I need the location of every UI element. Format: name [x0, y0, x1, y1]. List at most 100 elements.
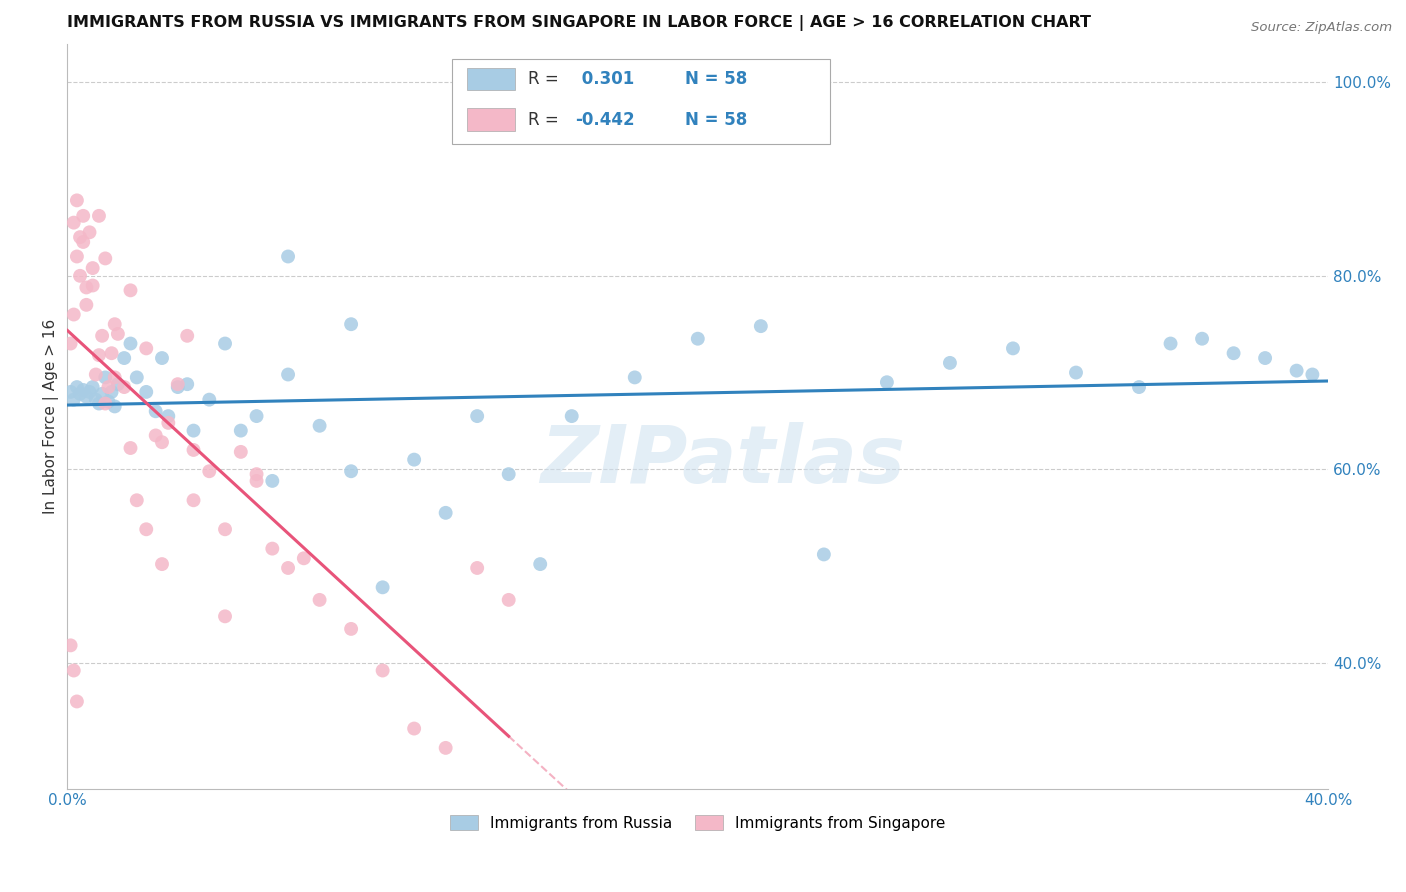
Text: R =: R = — [527, 111, 564, 128]
Point — [371, 664, 394, 678]
Point — [229, 445, 252, 459]
Point — [340, 464, 363, 478]
Point — [75, 280, 97, 294]
Point — [183, 424, 205, 438]
Point — [66, 194, 89, 208]
Legend: Immigrants from Russia, Immigrants from Singapore: Immigrants from Russia, Immigrants from … — [444, 808, 952, 837]
Point — [125, 493, 148, 508]
Point — [214, 336, 236, 351]
Text: 0.301: 0.301 — [575, 70, 634, 87]
Point — [465, 409, 488, 423]
Text: Source: ZipAtlas.com: Source: ZipAtlas.com — [1251, 21, 1392, 34]
Point — [104, 400, 127, 414]
Point — [112, 351, 135, 365]
Point — [66, 250, 89, 264]
Point — [125, 370, 148, 384]
Point — [66, 694, 89, 708]
Point — [308, 593, 330, 607]
Point — [91, 387, 114, 401]
Point — [157, 409, 180, 423]
Point — [59, 336, 82, 351]
Point — [135, 342, 157, 356]
Text: ZIPatlas: ZIPatlas — [540, 422, 905, 500]
Point — [229, 424, 252, 438]
Point — [100, 384, 122, 399]
Point — [145, 428, 167, 442]
Point — [107, 377, 129, 392]
Point — [277, 250, 299, 264]
Point — [120, 336, 142, 351]
Point — [84, 368, 107, 382]
Point — [82, 380, 104, 394]
Point — [529, 557, 551, 571]
Point — [62, 664, 84, 678]
Point — [1064, 366, 1087, 380]
Point — [62, 216, 84, 230]
Point — [87, 348, 110, 362]
Point — [100, 346, 122, 360]
Point — [72, 209, 94, 223]
Point — [176, 377, 198, 392]
Point — [112, 380, 135, 394]
Point — [97, 394, 120, 409]
Point — [876, 376, 898, 390]
Point — [277, 368, 299, 382]
Point — [72, 383, 94, 397]
Point — [120, 283, 142, 297]
Point — [62, 308, 84, 322]
Y-axis label: In Labor Force | Age > 16: In Labor Force | Age > 16 — [44, 318, 59, 514]
Point — [245, 474, 267, 488]
Point — [561, 409, 583, 423]
Point — [686, 332, 709, 346]
Point — [79, 225, 101, 239]
Point — [1254, 351, 1277, 365]
Point — [1001, 342, 1024, 356]
Point — [82, 278, 104, 293]
Point — [69, 230, 91, 244]
Bar — [467, 109, 515, 131]
Point — [434, 740, 457, 755]
Point — [157, 416, 180, 430]
Text: N = 58: N = 58 — [685, 111, 748, 128]
Point — [104, 317, 127, 331]
Point — [104, 370, 127, 384]
Point — [498, 467, 520, 482]
Point — [91, 328, 114, 343]
Point — [135, 384, 157, 399]
Point — [120, 441, 142, 455]
Point — [292, 551, 315, 566]
Point — [87, 396, 110, 410]
Point — [166, 377, 188, 392]
Point — [1222, 346, 1244, 360]
Point — [404, 452, 426, 467]
Text: N = 58: N = 58 — [685, 70, 748, 87]
Point — [107, 326, 129, 341]
Point — [214, 609, 236, 624]
FancyBboxPatch shape — [451, 59, 830, 145]
Point — [245, 467, 267, 482]
Point — [94, 396, 117, 410]
Point — [277, 561, 299, 575]
Point — [340, 317, 363, 331]
Point — [498, 593, 520, 607]
Point — [82, 261, 104, 276]
Point — [75, 390, 97, 404]
Point — [94, 252, 117, 266]
Point — [183, 493, 205, 508]
Point — [87, 209, 110, 223]
Point — [150, 557, 173, 571]
Point — [1128, 380, 1150, 394]
Point — [150, 435, 173, 450]
Point — [813, 548, 835, 562]
Point — [308, 418, 330, 433]
Point — [749, 319, 772, 334]
Point — [198, 464, 221, 478]
Text: R =: R = — [527, 70, 564, 87]
Point — [262, 541, 284, 556]
Point — [75, 298, 97, 312]
Point — [340, 622, 363, 636]
Point — [59, 638, 82, 652]
Point — [166, 380, 188, 394]
Text: -0.442: -0.442 — [575, 111, 636, 128]
Point — [176, 328, 198, 343]
